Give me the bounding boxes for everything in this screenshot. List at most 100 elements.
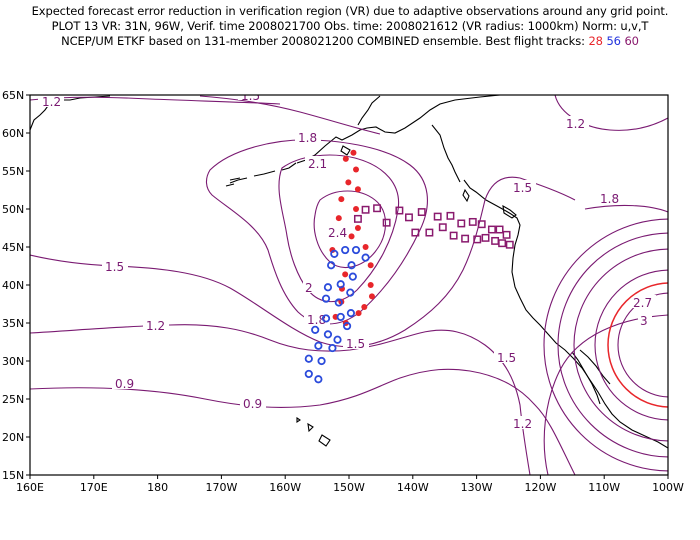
track-56-point (346, 309, 356, 318)
track-56-point (347, 261, 356, 270)
lat-tick-label: 20N (2, 431, 24, 444)
contour-1.2-ne (554, 95, 668, 131)
lon-tick-label: 160W (269, 481, 301, 494)
track-28-point (342, 271, 349, 278)
coast-aleutians-1 (281, 162, 297, 171)
header-line-2: PLOT 13 VR: 31N, 96W, Verif. time 200802… (51, 19, 649, 33)
track-28-point (354, 225, 361, 231)
contour-label: 1.2 (513, 417, 532, 431)
lat-tick-label: 55N (2, 165, 24, 178)
track-60-point (495, 225, 504, 234)
track-60-point (353, 214, 362, 223)
lon-tick-label: 120W (524, 481, 556, 494)
track-28-point (342, 155, 349, 162)
coast-haida-gwaii (462, 188, 470, 203)
contour-label: 1.8 (600, 192, 619, 206)
header: Expected forecast error reduction in ver… (0, 4, 700, 49)
track-60-point (481, 233, 490, 242)
track-28-point (362, 244, 369, 250)
track-60-point (487, 225, 496, 234)
lon-tick-label: 110W (588, 481, 620, 494)
coast-alaska-inner (357, 95, 381, 126)
contour-1.8-ring (205, 139, 428, 325)
lat-tick-label: 60N (2, 127, 24, 140)
track-28-point (355, 310, 362, 317)
contour-label: 1.8 (298, 131, 317, 145)
lon-tick-label: 180 (147, 481, 168, 494)
track-56-point (314, 341, 323, 350)
contour-label: 1.5 (241, 89, 260, 103)
track-28-point (361, 304, 368, 311)
lat-tick-label: 65N (2, 89, 24, 102)
track-28-point (367, 282, 374, 288)
lon-tick-label: 170W (205, 481, 237, 494)
track-56-point (336, 312, 345, 322)
coast-aleutians-3 (229, 177, 248, 184)
track-56-point (323, 330, 333, 339)
contour-label: 3 (640, 314, 648, 328)
track-56-point (304, 354, 313, 363)
contour-label: 1.5 (346, 337, 365, 351)
contour-label: 1.2 (566, 117, 585, 131)
track-60-point (446, 211, 455, 220)
coast-alaska (296, 95, 501, 164)
track-56-point (321, 294, 331, 303)
track-28-point (353, 166, 360, 173)
track-28-point (368, 293, 375, 300)
lat-tick-label: 30N (2, 355, 24, 368)
contour-label: 2.1 (308, 157, 327, 171)
header-line-3-text: NCEP/UM ETKF based on 131-member 2008021… (61, 34, 585, 48)
track-60-point (473, 235, 482, 244)
track-28-point (345, 179, 352, 186)
track-56-point (323, 283, 333, 292)
track-56-point (327, 261, 336, 270)
coast-bc-panhandle (431, 124, 461, 183)
track-60-point (502, 230, 511, 239)
lon-tick-label: 170E (80, 481, 108, 494)
header-line-1: Expected forecast error reduction in ver… (31, 4, 669, 18)
track-60-point (461, 234, 470, 243)
contour-east-ring-1 (617, 292, 668, 398)
contour-label: 1.2 (146, 319, 165, 333)
contour-1.5-top (199, 95, 381, 135)
contour-label: 1.8 (307, 313, 326, 327)
lon-tick-label: 150W (333, 481, 365, 494)
coast-vancouver-island (502, 204, 517, 219)
coast-islands-nw (225, 177, 241, 187)
track-56-point (342, 321, 352, 331)
track-28-point (367, 262, 374, 269)
contour-label: 2.7 (633, 296, 652, 310)
coast-baja (571, 351, 601, 405)
lon-tick-label: 160E (16, 481, 44, 494)
track-56-point (314, 375, 323, 384)
coast-hawaii-1 (318, 434, 331, 447)
track-60-point (468, 217, 477, 226)
coast-kodiak (340, 145, 351, 156)
contour-1.2-top (30, 96, 281, 105)
track-56-point (351, 245, 361, 255)
lat-tick-label: 25N (2, 393, 24, 406)
contour-1.8-east (584, 204, 668, 213)
lat-tick-label: 40N (2, 279, 24, 292)
contour-label: 2.4 (328, 226, 347, 240)
contour-labels: 1.2 1.2 1.8 2.1 1.5 1.8 2.4 1.5 2.7 2 3 … (38, 89, 656, 431)
track-60-point (425, 228, 434, 237)
track-60-point (505, 240, 514, 249)
track-60-point (438, 223, 447, 232)
track-28-point (353, 206, 360, 212)
lon-tick-label: 130W (461, 481, 493, 494)
track-56-point (328, 343, 337, 353)
track-60-point (405, 213, 413, 222)
contour-label: 0.9 (243, 397, 262, 411)
track-60-point (498, 239, 507, 248)
track-label-60: 60 (624, 34, 639, 48)
contour-label: 1.5 (105, 260, 124, 274)
track-28-point (348, 233, 355, 240)
track-60-point (449, 231, 458, 240)
lat-tick-label: 35N (2, 317, 24, 330)
track-label-56: 56 (606, 34, 621, 48)
contour-east-ring-3 (573, 248, 668, 442)
track-label-28: 28 (588, 34, 603, 48)
track-60-point (382, 218, 391, 227)
contours (30, 95, 668, 475)
